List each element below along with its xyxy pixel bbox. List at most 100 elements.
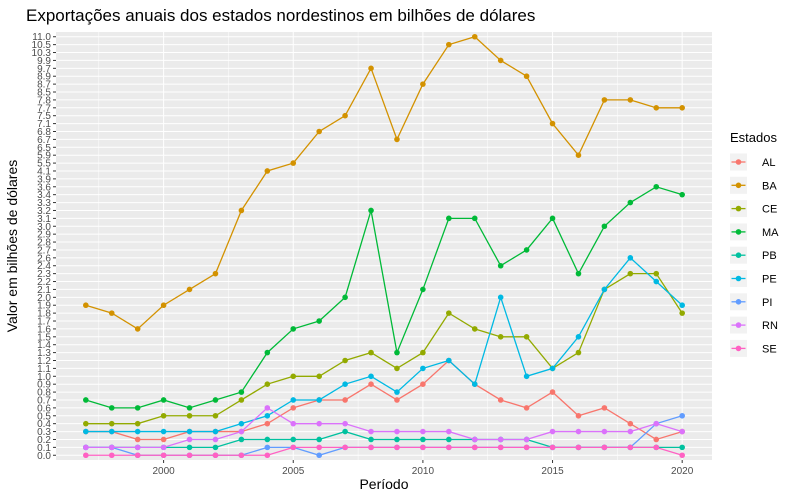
y-axis-title: Valor em bilhões de dólares: [4, 160, 20, 333]
data-point-ba: [627, 97, 634, 103]
data-point-se: [83, 452, 89, 459]
legend-key-point: [735, 205, 742, 212]
data-point-pb: [368, 436, 374, 443]
data-point-se: [186, 452, 193, 459]
data-point-ce: [108, 420, 115, 427]
data-point-ma: [108, 405, 115, 411]
legend-title: Estados: [730, 130, 777, 145]
series-line-rn: [85, 407, 683, 449]
legend-key-point: [735, 275, 742, 282]
series-line-al: [85, 359, 683, 441]
legend: Estados AL BA CE MA PB PE PI RN SE: [730, 130, 779, 357]
y-tick-label: 8.5: [37, 88, 51, 99]
y-tick-label: 0.8: [37, 388, 51, 399]
data-point-rn: [627, 428, 634, 435]
x-tick-label: 2015: [541, 466, 564, 477]
data-point-se: [549, 444, 556, 451]
data-point-ma: [264, 349, 271, 356]
data-point-ce: [83, 420, 89, 427]
data-point-ce: [368, 349, 374, 356]
data-point-al: [368, 381, 374, 387]
y-tick-label: 2.0: [37, 293, 51, 304]
data-point-pe: [653, 278, 660, 285]
data-point-pe: [83, 428, 89, 435]
y-tick-label: 1.4: [37, 340, 51, 351]
series-line-ma: [85, 186, 683, 409]
data-point-ce: [290, 373, 297, 380]
legend-item-pe: PE: [730, 270, 777, 287]
data-point-rn: [420, 428, 426, 435]
data-point-ce: [134, 420, 141, 427]
data-point-ma: [627, 199, 634, 206]
data-point-ba: [394, 136, 400, 143]
data-point-ce: [523, 334, 530, 340]
data-point-ma: [420, 286, 426, 293]
data-point-pe: [290, 397, 297, 403]
data-point-al: [342, 397, 348, 403]
legend-label: CE: [762, 204, 777, 216]
data-point-ce: [160, 412, 167, 419]
y-tick-label: 6.5: [37, 143, 51, 154]
y-tick-label: 10.5: [32, 40, 52, 51]
data-point-ba: [342, 112, 348, 119]
data-point-al: [134, 436, 141, 443]
data-point-ma: [212, 397, 219, 403]
data-point-ba: [601, 97, 608, 103]
data-point-se: [290, 444, 297, 451]
legend-key-point: [735, 229, 742, 235]
y-tick-label: 0.5: [37, 411, 51, 422]
data-point-ba: [653, 105, 660, 111]
data-point-rn: [212, 436, 219, 443]
y-tick-label: 7.5: [37, 111, 51, 122]
y-tick-label: 3.1: [37, 214, 51, 225]
data-point-se: [212, 452, 219, 459]
data-point-rn: [342, 420, 348, 427]
data-point-ce: [212, 412, 219, 419]
y-tick-label: 1.6: [37, 324, 51, 335]
legend-item-pi: PI: [730, 293, 772, 311]
data-point-rn: [264, 405, 271, 411]
data-point-se: [134, 452, 141, 459]
legend-key-point: [735, 252, 742, 258]
data-point-pe: [342, 381, 348, 387]
y-tick-label: 1.9: [37, 301, 51, 312]
legend-label: BA: [762, 180, 777, 192]
data-point-pe: [627, 255, 634, 261]
data-point-rn: [108, 444, 115, 451]
series-line-ce: [85, 272, 683, 425]
plot-panel: [56, 32, 712, 460]
data-point-se: [394, 444, 400, 451]
data-point-ma: [471, 215, 478, 222]
data-point-al: [601, 405, 608, 411]
data-point-al: [549, 389, 556, 395]
chart-title: Exportações anuais dos estados nordestin…: [26, 6, 535, 25]
data-point-ma: [316, 318, 322, 324]
data-point-ba: [420, 81, 426, 87]
data-point-pb: [420, 436, 426, 443]
data-point-ce: [316, 373, 322, 380]
data-point-al: [627, 420, 634, 427]
data-point-pe: [186, 428, 193, 435]
data-point-pb: [238, 436, 245, 443]
data-point-se: [160, 452, 167, 459]
data-point-ce: [627, 270, 634, 277]
data-point-pe: [575, 334, 582, 340]
y-tick-label: 1.8: [37, 309, 51, 320]
data-point-ba: [134, 326, 141, 332]
y-tick-label: 5.5: [37, 159, 51, 170]
data-point-pi: [316, 452, 322, 459]
legend-label: RN: [762, 320, 778, 332]
data-point-pe: [264, 412, 271, 419]
y-tick-label: 3.2: [37, 206, 51, 217]
legend-label: MA: [762, 227, 779, 239]
y-tick-label: 3.4: [37, 190, 51, 201]
data-point-ce: [575, 349, 582, 356]
y-tick-label: 8.9: [37, 72, 51, 83]
x-tick-label: 2010: [412, 466, 435, 477]
data-point-rn: [523, 436, 530, 443]
data-point-rn: [497, 436, 504, 443]
y-tick-label: 0.4: [37, 419, 51, 430]
data-point-rn: [471, 436, 478, 443]
y-tick-label: 1.5: [37, 332, 51, 343]
